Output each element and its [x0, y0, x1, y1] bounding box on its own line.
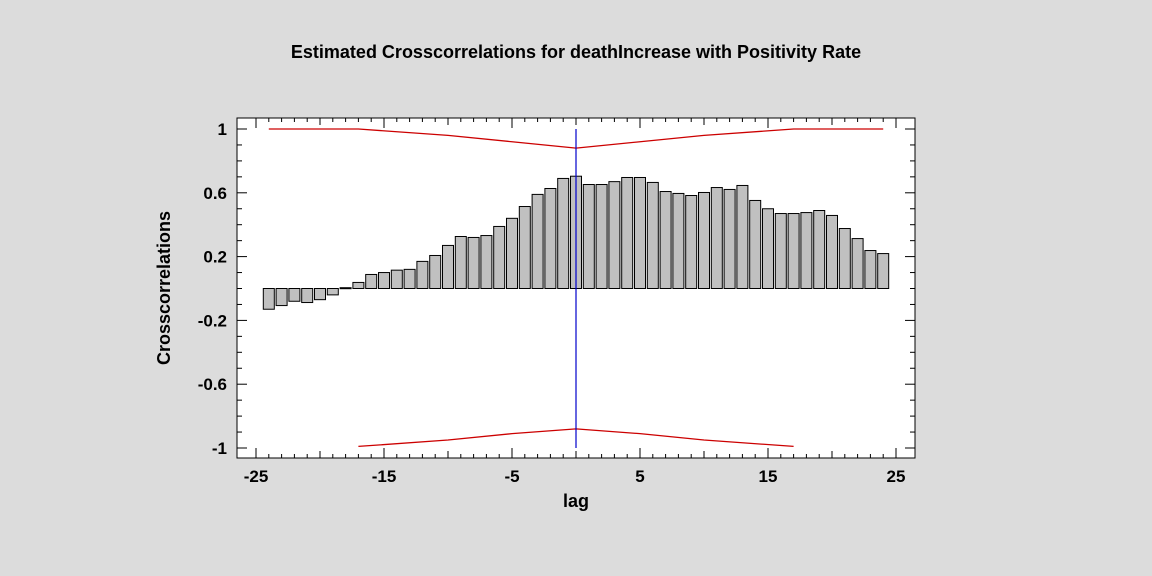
x-tick-label: 5 — [635, 467, 644, 486]
bar — [698, 191, 710, 289]
bar — [621, 176, 634, 290]
bar — [595, 184, 608, 289]
bar — [749, 199, 762, 289]
bar — [851, 238, 864, 290]
chart-title: Estimated Crosscorrelations for deathInc… — [291, 42, 861, 62]
bar — [301, 288, 314, 304]
bar — [454, 236, 467, 290]
bar — [608, 181, 621, 289]
bar — [378, 272, 390, 289]
bar — [442, 244, 454, 289]
bar — [429, 254, 442, 290]
y-tick-label: 0.2 — [203, 248, 227, 267]
bar — [480, 235, 493, 290]
bar — [634, 176, 646, 290]
bar — [339, 287, 352, 290]
x-tick-label: -15 — [372, 467, 397, 486]
bar — [467, 236, 480, 290]
bar — [800, 212, 813, 289]
bar — [736, 184, 749, 289]
y-tick-label: -0.6 — [198, 375, 227, 394]
bar — [493, 225, 506, 289]
bar — [826, 214, 838, 290]
bar — [557, 177, 570, 290]
bar — [787, 213, 800, 289]
bar — [544, 187, 557, 289]
bar — [762, 208, 774, 289]
bar — [531, 193, 544, 290]
bar — [314, 288, 326, 301]
bar — [710, 187, 723, 289]
bar — [275, 288, 288, 307]
y-tick-label: 1 — [218, 120, 227, 139]
bar — [403, 268, 416, 289]
bar — [506, 217, 518, 290]
bar — [288, 288, 301, 302]
bar — [813, 210, 826, 289]
x-axis-label: lag — [563, 491, 589, 511]
bar — [416, 260, 429, 290]
bar — [646, 181, 659, 289]
bar — [352, 281, 365, 289]
bar — [672, 192, 685, 289]
bar — [685, 195, 698, 290]
x-tick-label: -5 — [504, 467, 519, 486]
x-tick-label: -25 — [244, 467, 269, 486]
bar — [326, 288, 339, 296]
bar — [390, 269, 403, 290]
bar — [582, 184, 595, 289]
x-tick-label: 15 — [759, 467, 778, 486]
bar — [659, 191, 672, 289]
bar — [723, 188, 736, 289]
bar — [864, 250, 877, 289]
bar — [877, 253, 890, 290]
bar — [518, 206, 531, 289]
bar — [365, 273, 378, 289]
bar — [838, 228, 851, 289]
y-tick-label: 0.6 — [203, 184, 227, 203]
y-tick-label: -0.2 — [198, 311, 227, 330]
y-tick-label: -1 — [212, 439, 227, 458]
y-axis-label: Crosscorrelations — [154, 211, 174, 365]
bar — [774, 213, 787, 289]
x-tick-label: 25 — [887, 467, 906, 486]
bar — [262, 288, 275, 310]
